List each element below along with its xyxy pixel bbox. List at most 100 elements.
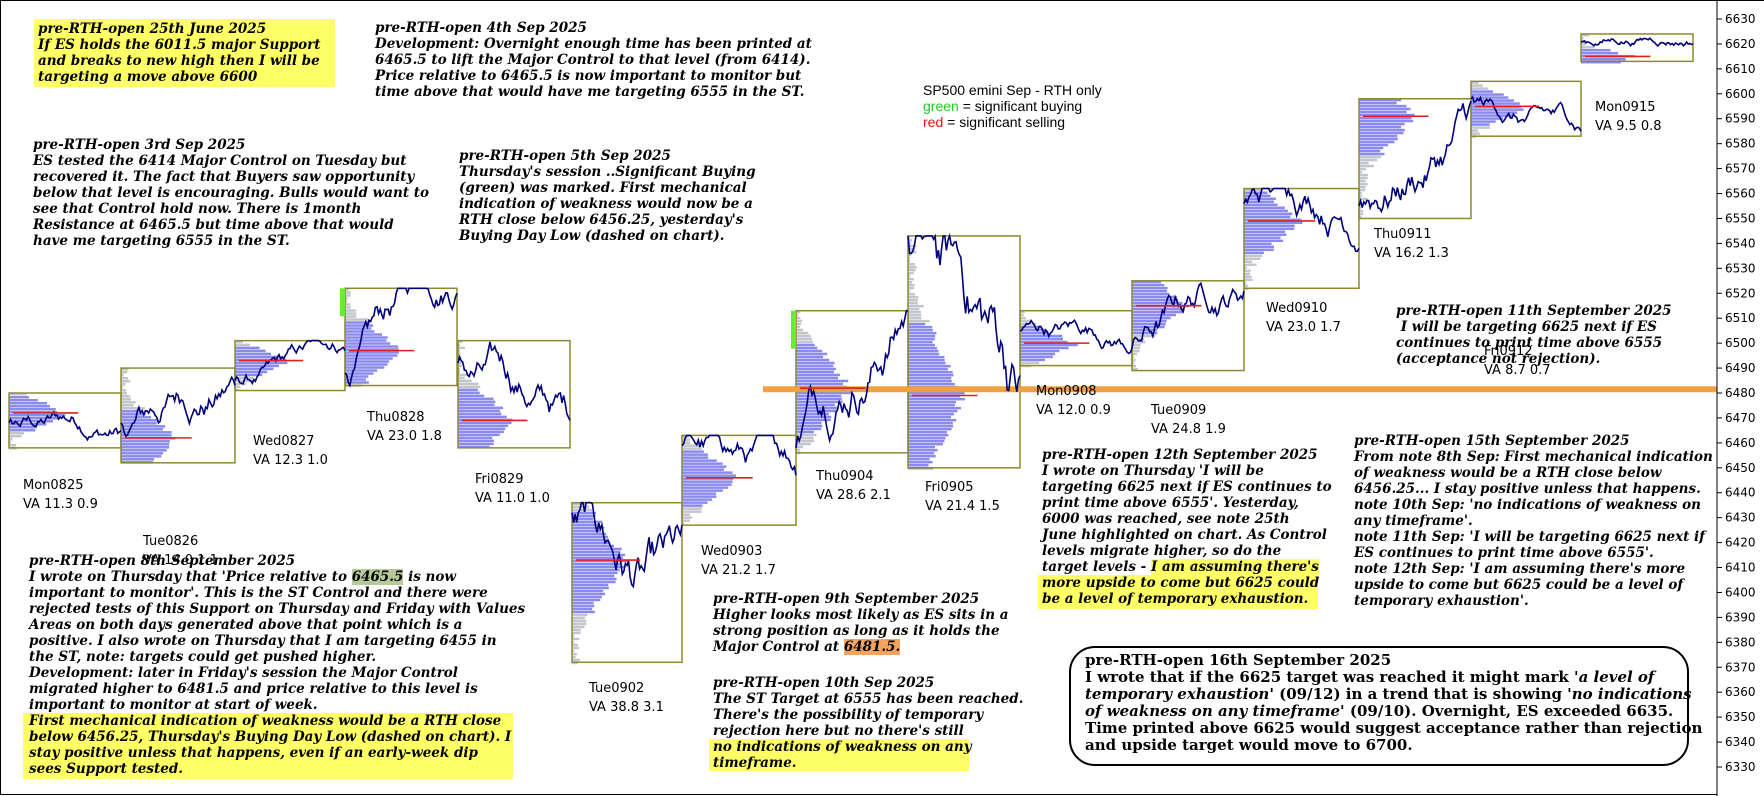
callout-italic: no indications bbox=[1571, 685, 1692, 703]
profile-bar bbox=[458, 394, 485, 398]
profile-bar bbox=[908, 283, 915, 287]
profile-bar bbox=[121, 371, 128, 374]
note-12-sep-highlight: more upside to come but 6625 could be a … bbox=[1038, 575, 1320, 609]
profile-bar bbox=[572, 622, 587, 626]
profile-bar bbox=[572, 535, 609, 539]
profile-bar bbox=[908, 370, 953, 374]
profile-bar bbox=[1471, 129, 1479, 132]
profile-bar bbox=[908, 316, 922, 320]
profile-bar bbox=[1581, 57, 1626, 61]
note-line: Thursday's session ..Significant Buying bbox=[459, 164, 756, 180]
profile-bar bbox=[1359, 188, 1366, 192]
profile-bar bbox=[345, 339, 387, 342]
note-line: more upside to come but 6625 could bbox=[1042, 575, 1320, 591]
note-line: pre-RTH-open 3rd Sep 2025 bbox=[33, 137, 246, 153]
profile-bar bbox=[9, 444, 17, 447]
highlight-6481: 6481.5. bbox=[843, 639, 901, 655]
profile-bar bbox=[121, 395, 131, 398]
profile-bar bbox=[572, 619, 587, 623]
profile-bar bbox=[796, 370, 835, 374]
profile-bar bbox=[908, 397, 965, 401]
profile-bar bbox=[572, 601, 594, 605]
profile-bar bbox=[1359, 164, 1374, 168]
profile-bar bbox=[682, 519, 690, 522]
profile-bar bbox=[572, 658, 580, 662]
profile-bar bbox=[796, 361, 835, 365]
profile-bar bbox=[572, 520, 603, 524]
session-va: VA 9.5 0.8 bbox=[1595, 119, 1662, 134]
profile-bar bbox=[908, 415, 951, 419]
profile-bar bbox=[1244, 245, 1275, 249]
profile-bar bbox=[1132, 340, 1146, 344]
profile-bar bbox=[1471, 108, 1524, 111]
profile-bar bbox=[682, 501, 708, 504]
profile-bar bbox=[1359, 179, 1366, 183]
profile-bar bbox=[1471, 114, 1513, 117]
profile-bar bbox=[1471, 84, 1483, 87]
profile-bar bbox=[908, 382, 955, 386]
profile-bar bbox=[796, 412, 829, 416]
profile-bar bbox=[9, 393, 27, 396]
profile-bar bbox=[908, 442, 943, 446]
profile-bar bbox=[908, 298, 918, 302]
profile-bar bbox=[1581, 51, 1619, 55]
profile-bar bbox=[1244, 278, 1253, 282]
profile-bar bbox=[1244, 242, 1272, 246]
profile-bar bbox=[121, 392, 128, 395]
note-line: temporary exhaustion'. bbox=[1354, 593, 1529, 609]
profile-bar bbox=[345, 372, 374, 375]
session-label: Fri0912 VA 8.7 0.7 bbox=[1484, 342, 1551, 380]
profile-bar bbox=[908, 361, 946, 365]
profile-bar bbox=[682, 471, 733, 474]
note-line: important to monitor'. This is the ST Co… bbox=[29, 585, 488, 601]
profile-bar bbox=[235, 355, 281, 359]
profile-bar bbox=[9, 426, 37, 429]
profile-bar bbox=[345, 303, 351, 306]
profile-bar bbox=[1244, 233, 1287, 237]
note-line: continues to print time above 6555 bbox=[1396, 335, 1663, 351]
profile-bar bbox=[458, 433, 500, 437]
profile-bar bbox=[572, 616, 585, 620]
profile-bar bbox=[9, 405, 50, 408]
profile-bar bbox=[1359, 176, 1368, 180]
callout-line: and upside target would move to 6700. bbox=[1085, 736, 1413, 754]
profile-bar bbox=[796, 358, 830, 362]
profile-bar bbox=[458, 376, 465, 380]
note-line: pre-RTH-open 8th September 2025 bbox=[29, 553, 296, 569]
note-25-june: pre-RTH-open 25th June 2025 If ES holds … bbox=[34, 19, 335, 87]
profile-bar bbox=[572, 598, 601, 602]
profile-bar bbox=[908, 436, 946, 440]
session-box bbox=[681, 434, 797, 526]
profile-bar bbox=[235, 346, 260, 350]
profile-bar bbox=[908, 400, 956, 404]
profile-bar bbox=[121, 452, 163, 455]
profile-bar bbox=[796, 403, 835, 407]
y-tick-label: 6380 bbox=[1725, 635, 1756, 649]
price-line bbox=[234, 339, 346, 386]
profile-bar bbox=[1471, 126, 1490, 129]
profile-bar bbox=[682, 462, 723, 465]
profile-bar bbox=[908, 262, 915, 266]
profile-bar bbox=[1244, 236, 1281, 240]
y-tick-label: 6370 bbox=[1725, 660, 1756, 674]
profile-bar bbox=[1132, 280, 1161, 284]
y-tick-label: 6430 bbox=[1725, 511, 1756, 525]
profile-bar bbox=[121, 380, 131, 383]
profile-bar bbox=[1244, 221, 1303, 225]
profile-bar bbox=[1359, 194, 1362, 198]
profile-bar bbox=[1132, 295, 1178, 299]
profile-bar bbox=[1132, 316, 1171, 320]
profile-bar bbox=[796, 376, 839, 380]
profile-bar bbox=[572, 553, 626, 557]
profile-bar bbox=[1020, 361, 1040, 365]
profile-bar bbox=[682, 441, 691, 444]
profile-bar bbox=[1020, 331, 1049, 335]
profile-bar bbox=[572, 556, 623, 560]
session-label: Tue0826 VA 14.0 1.1 bbox=[143, 532, 218, 570]
y-tick-label: 6440 bbox=[1725, 486, 1756, 500]
profile-bar bbox=[908, 409, 958, 413]
profile-bar bbox=[1359, 149, 1381, 153]
profile-bar bbox=[572, 628, 581, 632]
profile-bar bbox=[121, 377, 129, 380]
profile-bar bbox=[1244, 203, 1278, 207]
